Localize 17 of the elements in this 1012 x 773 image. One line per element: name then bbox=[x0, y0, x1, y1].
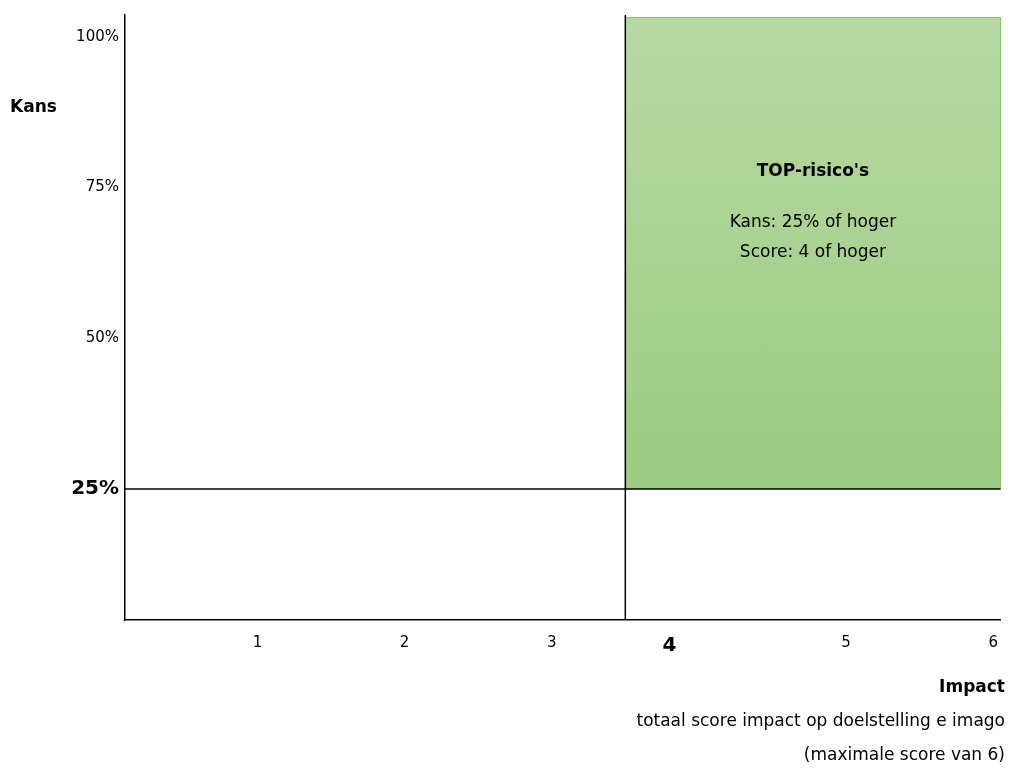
y-tick-label: 75% bbox=[85, 177, 119, 196]
x-tick-label: 4 bbox=[662, 632, 677, 657]
y-tick-label: 25% bbox=[71, 475, 119, 500]
annotation: TOP-risico's bbox=[755, 160, 871, 180]
x-tick-label: 5 bbox=[841, 632, 851, 651]
x-tick-label: 6 bbox=[988, 632, 998, 651]
x-tick-label: 3 bbox=[546, 632, 557, 651]
x-axis-title: Impact bbox=[939, 676, 1005, 697]
annotation: Kans: 25% of hoger bbox=[728, 210, 898, 233]
y-tick-label: 100% bbox=[76, 26, 119, 45]
x-tick-label: 2 bbox=[399, 632, 410, 651]
annotation: Score: 4 of hoger bbox=[738, 240, 887, 263]
text: totaal score impact op doelstelling e imago bbox=[636, 709, 1005, 732]
x-tick-label: 1 bbox=[252, 632, 263, 651]
y-axis-title: Kans bbox=[10, 96, 57, 117]
text: (maximale score van 6) bbox=[802, 743, 1005, 766]
y-tick-label: 50% bbox=[85, 328, 119, 347]
